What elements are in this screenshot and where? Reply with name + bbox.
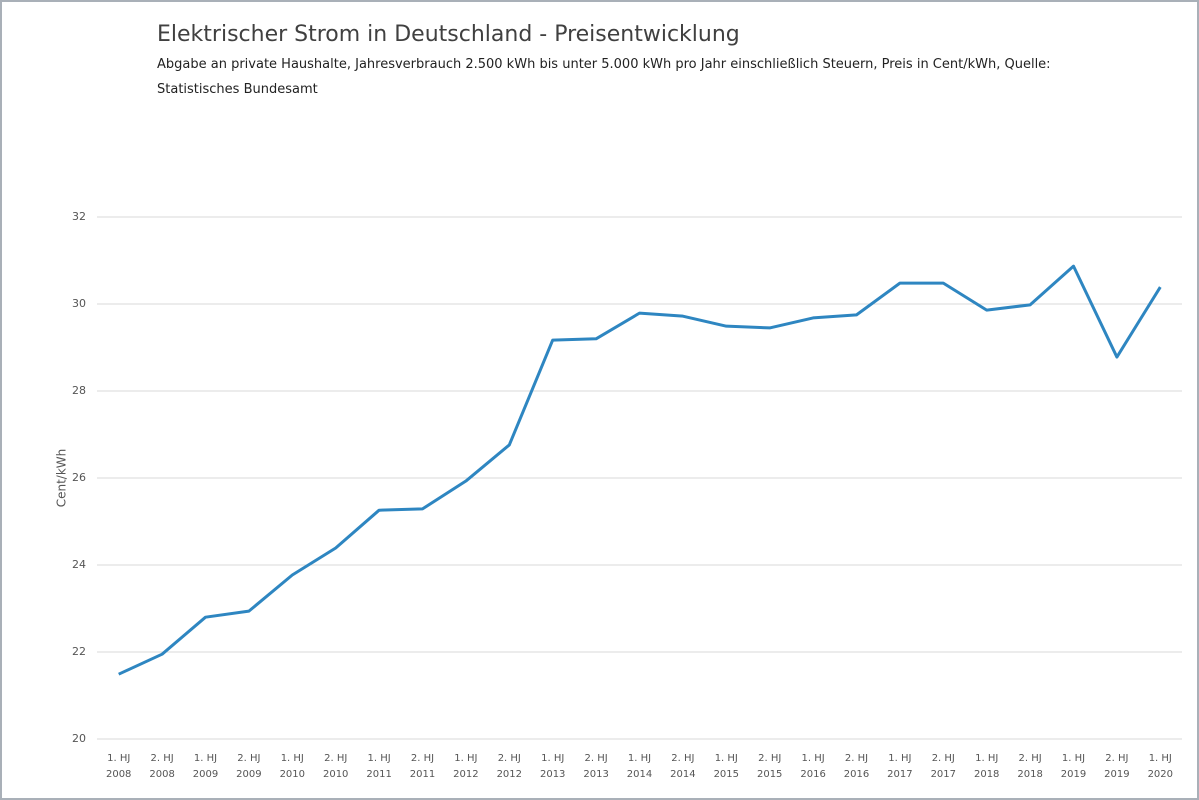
x-tick-label: 2. HJ 2017 [931,753,956,780]
y-tick-label: 24 [72,558,86,571]
x-tick-label: 1. HJ 2014 [627,753,652,780]
x-tick-label: 1. HJ 2009 [193,753,218,780]
x-tick-label: 1. HJ 2010 [280,753,305,780]
line [118,264,1162,676]
x-tick-label: 2. HJ 2011 [410,753,435,780]
chart-subtitle: Abgabe an private Haushalte, Jahresverbr… [157,57,1051,97]
y-tick-label: 32 [72,210,86,223]
x-tick-label: 1. HJ 2016 [800,753,825,780]
x-tick-label: 1. HJ 2019 [1061,753,1086,780]
x-tick-label: 1. HJ 2015 [714,753,739,780]
x-tick-label: 2. HJ 2013 [583,753,608,780]
x-tick-label: 2. HJ 2014 [670,753,695,780]
x-tick-label: 1. HJ 2017 [887,753,912,780]
y-tick-label: 30 [72,297,86,310]
y-tick-label: 20 [72,732,86,745]
x-tick-label: 2. HJ 2016 [844,753,869,780]
y-tick-label: 26 [72,471,86,484]
x-tick-label: 2. HJ 2012 [497,753,522,780]
x-tick-label: 2. HJ 2019 [1104,753,1129,780]
y-tick-label: 28 [72,384,86,397]
x-tick-label: 1. HJ 2013 [540,753,565,780]
x-tick-label: 2. HJ 2018 [1017,753,1042,780]
x-tick-label: 2. HJ 2015 [757,753,782,780]
chart-title: Elektrischer Strom in Deutschland - Prei… [157,22,740,47]
x-tick-label: 1. HJ 2012 [453,753,478,780]
x-tick-label: 1. HJ 2008 [106,753,131,780]
y-axis-label: Cent/kWh [55,449,69,508]
x-tick-label: 2. HJ 2010 [323,753,348,780]
x-tick-label: 2. HJ 2008 [149,753,174,780]
x-tick-label: 1. HJ 2020 [1148,753,1173,780]
x-tick-label: 2. HJ 2009 [236,753,261,780]
x-tick-label: 1. HJ 2018 [974,753,999,780]
y-tick-label: 22 [72,645,86,658]
x-tick-label: 1. HJ 2011 [366,753,391,780]
